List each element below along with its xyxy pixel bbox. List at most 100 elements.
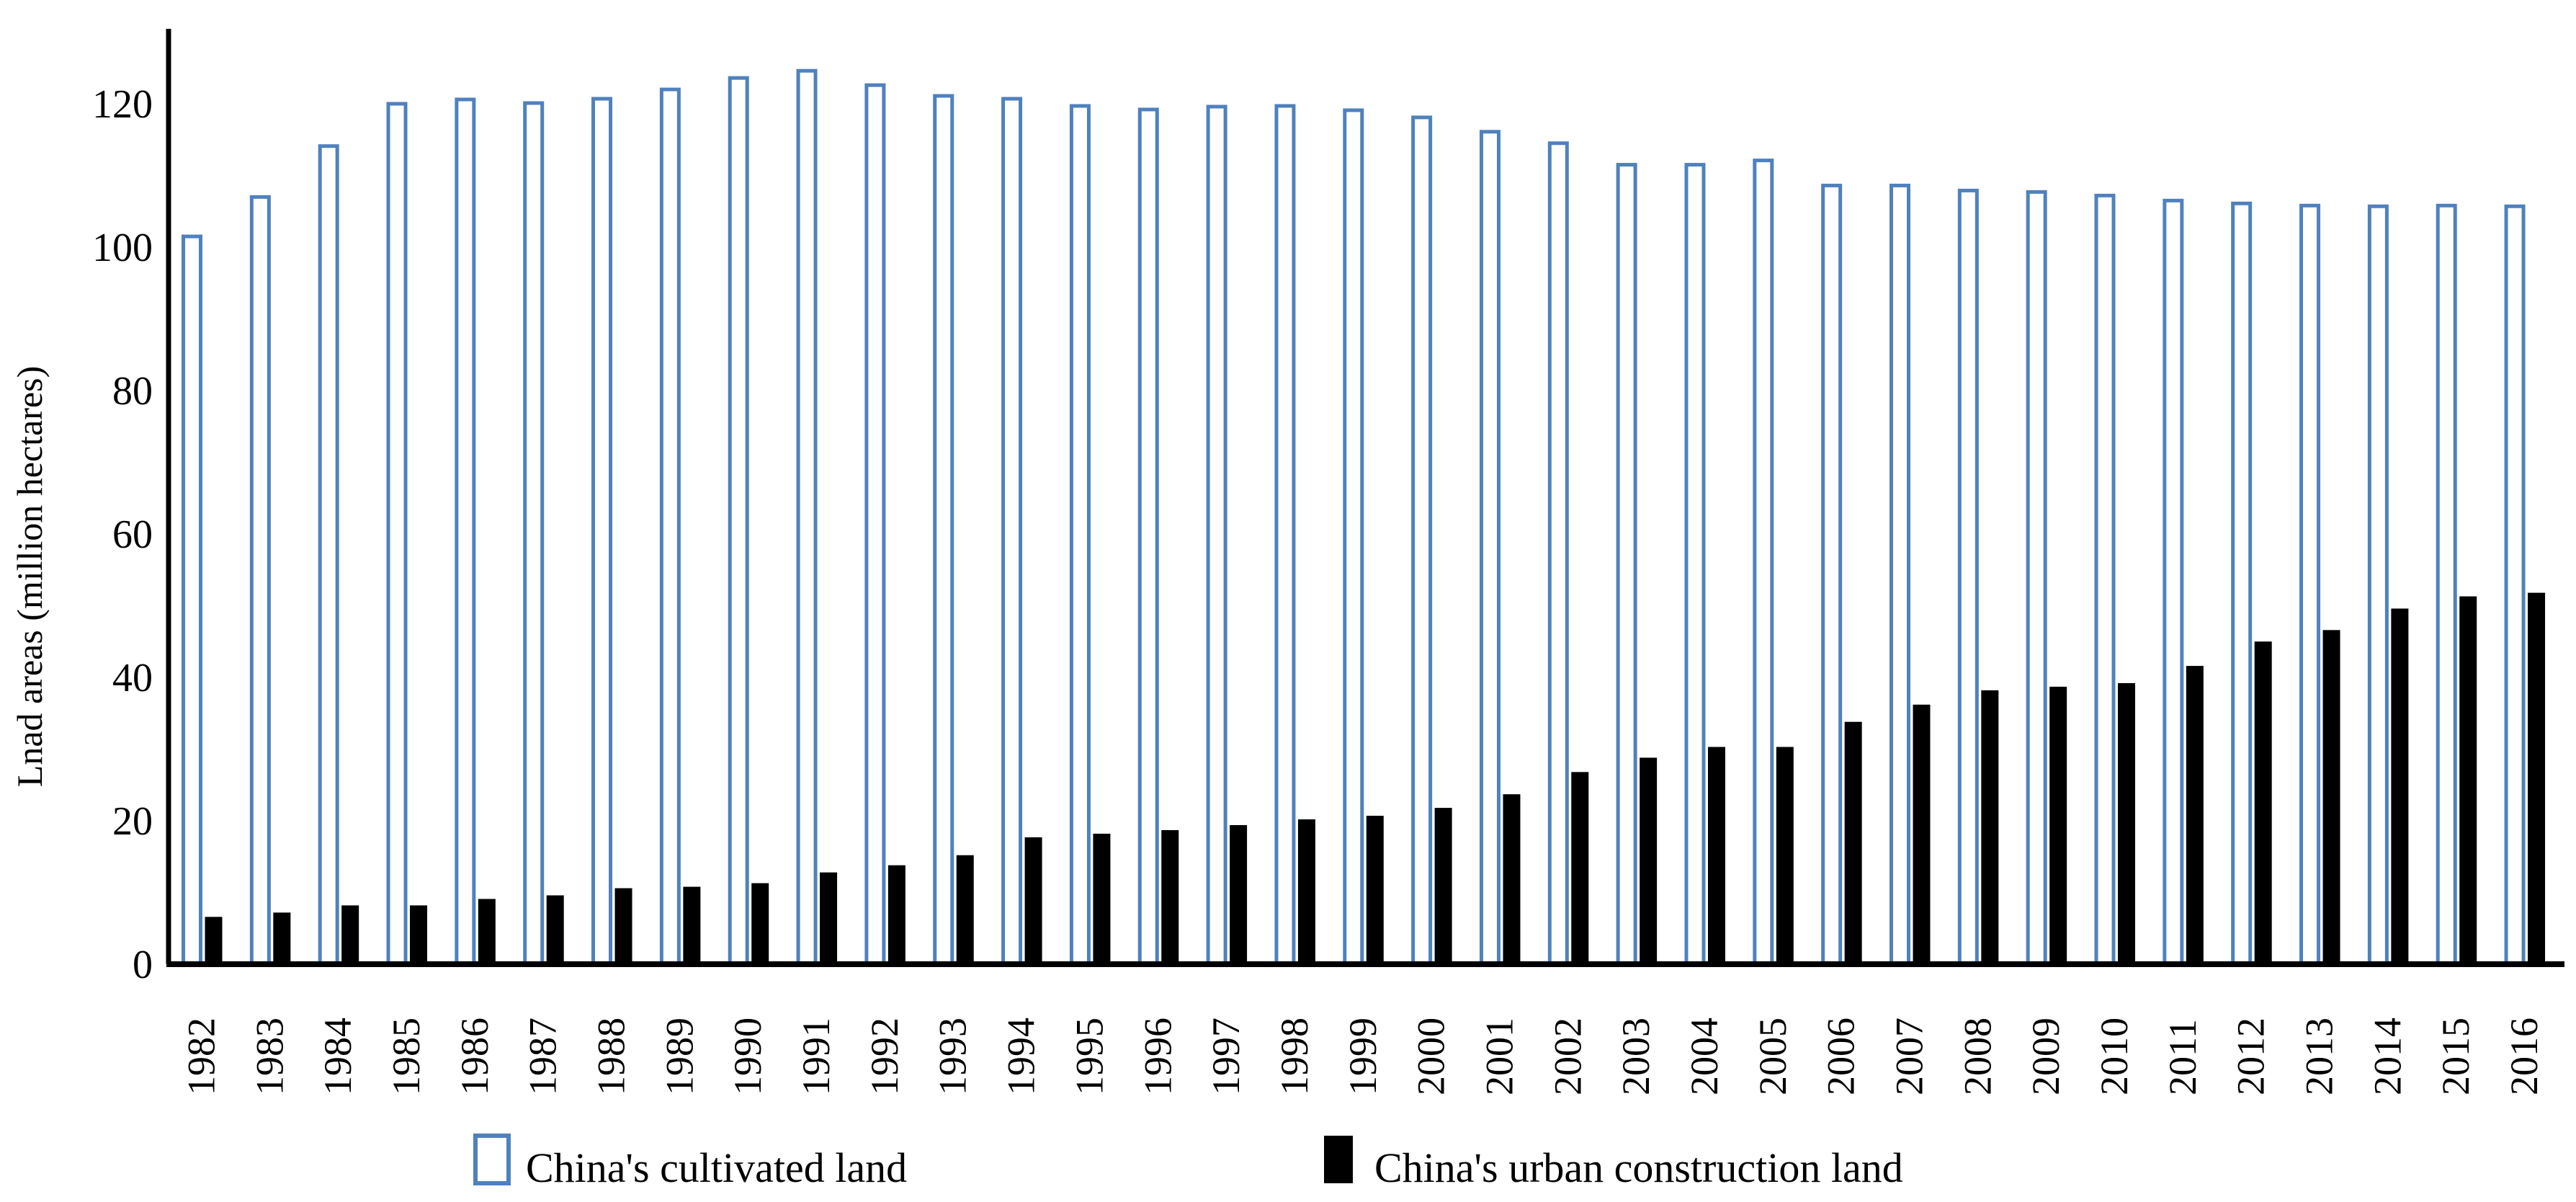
bar-urban-2003 [1640, 757, 1658, 964]
bar-cultivated-2003 [1616, 163, 1637, 966]
bar-cultivated-2000 [1411, 115, 1433, 966]
bar-cultivated-1984 [318, 144, 339, 966]
bar-cultivated-1993 [933, 94, 954, 966]
bar-cultivated-1992 [864, 83, 886, 966]
x-tick-label-2000: 2000 [1410, 1018, 1453, 1095]
bar-urban-2008 [1981, 690, 1999, 964]
bar-cultivated-2004 [1684, 163, 1706, 966]
x-tick-label-1992: 1992 [863, 1018, 906, 1095]
bar-cultivated-1985 [386, 102, 408, 966]
bar-cultivated-2011 [2163, 198, 2184, 966]
x-tick-label-2006: 2006 [1820, 1018, 1863, 1095]
x-tick-label-2015: 2015 [2434, 1018, 2477, 1095]
legend-swatch-urban [1324, 1136, 1353, 1183]
y-tick-label-100: 100 [92, 226, 153, 270]
x-tick-label-2002: 2002 [1546, 1018, 1589, 1095]
x-tick-label-2013: 2013 [2298, 1018, 2341, 1095]
bar-cultivated-1986 [455, 97, 476, 966]
x-tick-label-1995: 1995 [1068, 1018, 1111, 1095]
bar-cultivated-2007 [1889, 183, 1910, 966]
bar-urban-1989 [683, 886, 701, 964]
bar-cultivated-1998 [1274, 104, 1296, 966]
x-tick-label-1993: 1993 [931, 1018, 975, 1095]
bar-urban-1986 [478, 899, 496, 964]
bar-cultivated-2012 [2231, 201, 2253, 966]
x-tick-label-1996: 1996 [1136, 1018, 1179, 1095]
bar-cultivated-2005 [1753, 159, 1774, 966]
bar-urban-2002 [1571, 772, 1589, 964]
bar-urban-2010 [2118, 682, 2136, 964]
y-tick-label-120: 120 [92, 82, 153, 127]
bar-cultivated-2006 [1821, 183, 1843, 966]
bar-urban-1995 [1093, 833, 1111, 964]
bar-urban-2014 [2391, 608, 2409, 964]
bar-cultivated-1982 [182, 234, 202, 966]
bar-cultivated-2016 [2504, 204, 2526, 966]
x-tick-label-2007: 2007 [1888, 1018, 1931, 1095]
bar-urban-1993 [956, 855, 974, 964]
x-tick-label-1991: 1991 [795, 1018, 838, 1095]
bar-urban-2009 [2049, 686, 2067, 964]
x-tick-label-2008: 2008 [1956, 1018, 1999, 1095]
x-tick-label-1997: 1997 [1204, 1018, 1248, 1095]
y-tick-label-60: 60 [112, 512, 153, 557]
x-tick-label-2011: 2011 [2161, 1019, 2204, 1095]
plot-area: 0 20 40 60 80 100 120 1982 1983 1984 1985 1986 1987 1… [92, 29, 2564, 1095]
bar-cultivated-2009 [2026, 190, 2047, 966]
bar-urban-2016 [2528, 592, 2546, 964]
x-tick-label-1990: 1990 [726, 1018, 769, 1095]
bar-urban-1990 [751, 883, 769, 964]
bar-urban-1984 [341, 905, 359, 964]
x-tick-label-1987: 1987 [522, 1018, 565, 1095]
x-tick-label-1998: 1998 [1273, 1018, 1316, 1095]
bar-urban-1982 [205, 917, 223, 964]
bar-urban-1991 [820, 872, 838, 964]
legend-swatch-cultivated [473, 1134, 511, 1185]
x-tick-label-1986: 1986 [453, 1018, 496, 1095]
bar-cultivated-1996 [1137, 107, 1159, 966]
x-tick-label-1985: 1985 [385, 1018, 428, 1095]
bar-cultivated-2001 [1479, 130, 1501, 966]
bar-cultivated-1997 [1206, 104, 1227, 966]
x-tick-label-2001: 2001 [1477, 1018, 1521, 1095]
bar-urban-2001 [1503, 794, 1521, 964]
y-tick-label-40: 40 [112, 656, 153, 700]
bar-cultivated-2002 [1547, 141, 1569, 966]
bar-urban-1992 [887, 865, 905, 964]
bar-cultivated-2015 [2436, 203, 2457, 966]
bar-urban-2006 [1844, 721, 1862, 964]
bar-urban-1983 [273, 912, 291, 964]
bar-cultivated-2014 [2367, 204, 2389, 966]
bar-urban-2005 [1776, 747, 1794, 964]
x-tick-label-2005: 2005 [1751, 1018, 1794, 1095]
bar-urban-1988 [614, 888, 632, 964]
bar-cultivated-1987 [523, 101, 545, 966]
x-tick-label-1982: 1982 [180, 1018, 223, 1095]
x-tick-label-2012: 2012 [2230, 1018, 2273, 1095]
y-tick-label-80: 80 [112, 369, 153, 414]
bar-urban-1985 [410, 905, 428, 964]
x-tick-label-1988: 1988 [590, 1018, 633, 1095]
x-tick-label-2009: 2009 [2024, 1018, 2067, 1095]
bar-urban-2000 [1434, 808, 1452, 964]
bar-cultivated-1991 [796, 68, 818, 966]
legend-label-urban: China's urban construction land [1374, 1144, 1903, 1191]
y-tick-label-20: 20 [112, 799, 153, 844]
x-tick-label-1989: 1989 [658, 1018, 701, 1095]
bar-cultivated-2008 [1957, 188, 1979, 966]
x-tick-label-1984: 1984 [316, 1018, 359, 1095]
legend: China's cultivated land China's urban co… [473, 1134, 1903, 1191]
y-tick-label-0: 0 [133, 943, 153, 987]
bar-urban-2013 [2322, 630, 2340, 964]
x-tick-label-1999: 1999 [1341, 1018, 1385, 1095]
bar-cultivated-1995 [1069, 104, 1091, 966]
bar-cultivated-2010 [2094, 193, 2116, 966]
x-tick-label-1994: 1994 [1000, 1018, 1043, 1095]
bar-urban-1996 [1161, 829, 1179, 964]
bar-cultivated-1989 [659, 87, 681, 966]
bar-urban-2004 [1707, 747, 1725, 964]
legend-label-cultivated: China's cultivated land [526, 1144, 907, 1191]
x-tick-label-2016: 2016 [2503, 1018, 2546, 1095]
y-axis-title: Lnad areas (million hectares) [9, 366, 50, 787]
bar-cultivated-1983 [249, 195, 271, 966]
